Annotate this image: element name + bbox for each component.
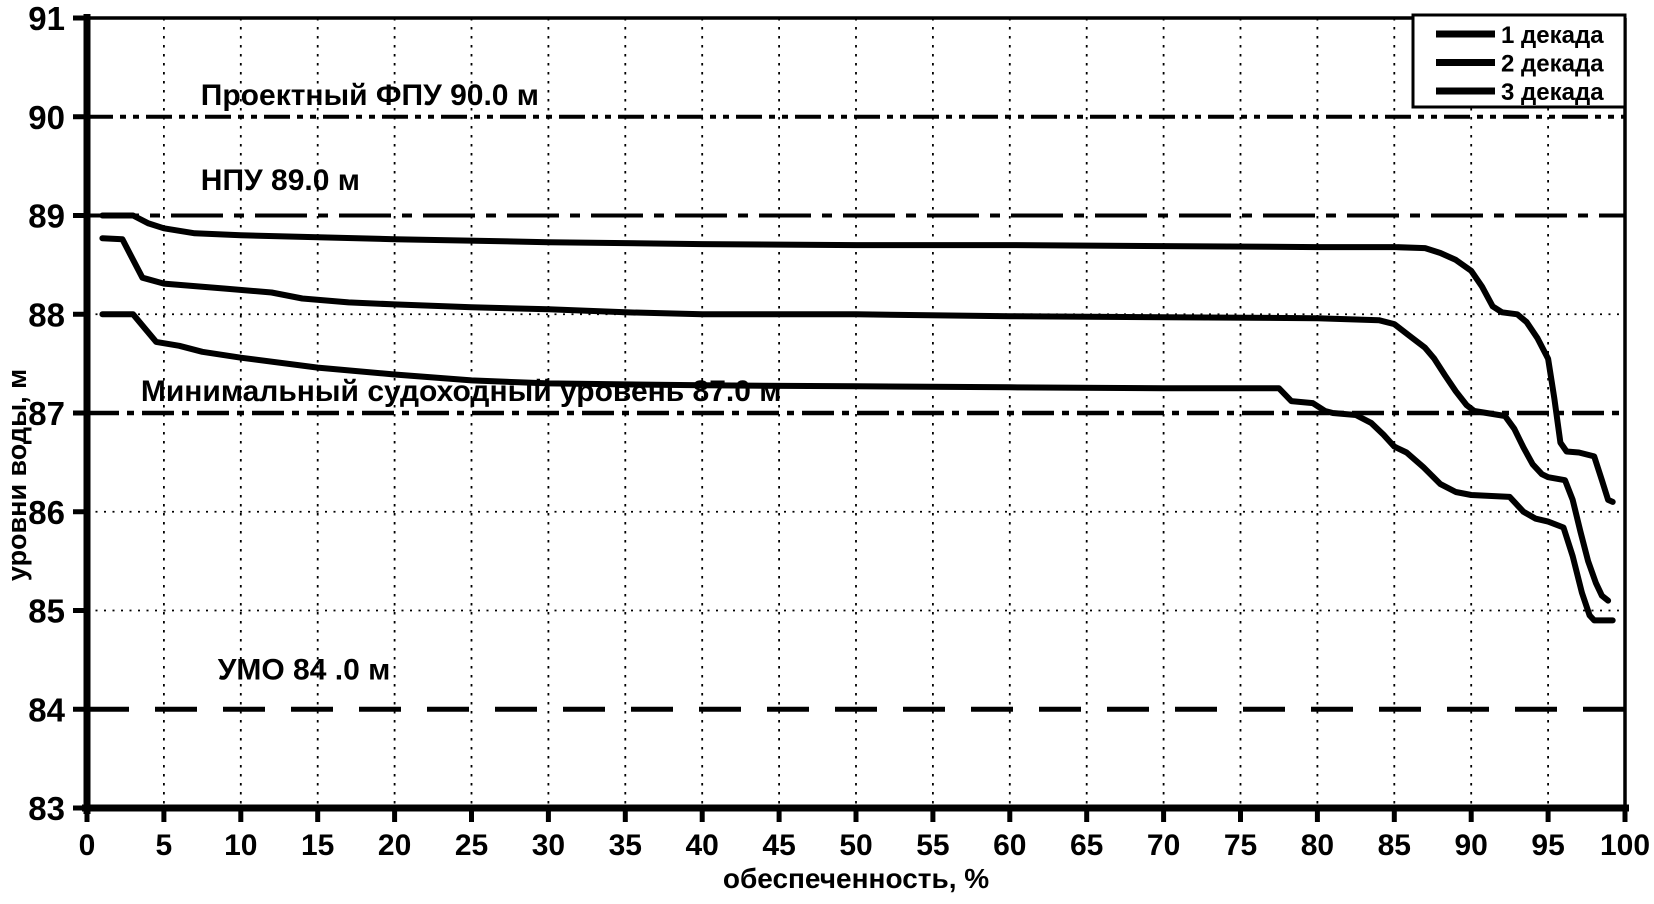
y-tick-label: 83 bbox=[28, 790, 65, 827]
x-tick-label: 60 bbox=[993, 829, 1026, 862]
x-tick-label: 85 bbox=[1378, 829, 1411, 862]
x-tick-label: 40 bbox=[686, 829, 719, 862]
x-tick-label: 5 bbox=[156, 829, 173, 862]
x-axis-title: обеспеченность, % bbox=[723, 863, 989, 894]
y-tick-label: 90 bbox=[28, 99, 65, 136]
legend-label: 2 декада bbox=[1501, 51, 1604, 78]
x-tick-label: 90 bbox=[1455, 829, 1488, 862]
x-tick-label: 50 bbox=[839, 829, 872, 862]
series-line-3 bbox=[99, 311, 1616, 624]
x-tick-label: 70 bbox=[1147, 829, 1180, 862]
x-tick-label: 100 bbox=[1600, 829, 1650, 862]
y-tick-label: 88 bbox=[28, 296, 65, 333]
x-tick-label: 30 bbox=[532, 829, 565, 862]
x-tick-label: 0 bbox=[79, 829, 96, 862]
y-tick-label: 86 bbox=[28, 494, 65, 531]
x-tick-label: 45 bbox=[762, 829, 795, 862]
y-tick-label: 85 bbox=[28, 593, 65, 630]
x-tick-label: 25 bbox=[455, 829, 488, 862]
series-line-1 bbox=[99, 212, 1616, 505]
reference-line-label: Проектный ФПУ 90.0 м bbox=[201, 79, 539, 112]
series-line-2 bbox=[99, 235, 1612, 604]
reference-line-label: НПУ 89.0 м bbox=[201, 164, 360, 197]
legend-label: 3 декада bbox=[1501, 79, 1604, 106]
x-tick-label: 55 bbox=[916, 829, 949, 862]
legend-label: 1 декада bbox=[1501, 22, 1604, 49]
x-tick-label: 80 bbox=[1301, 829, 1334, 862]
y-tick-label: 87 bbox=[28, 395, 65, 432]
x-tick-label: 15 bbox=[301, 829, 334, 862]
x-tick-label: 10 bbox=[224, 829, 257, 862]
x-tick-label: 35 bbox=[609, 829, 642, 862]
x-tick-label: 65 bbox=[1070, 829, 1103, 862]
y-tick-label: 91 bbox=[28, 0, 65, 37]
x-tick-label: 75 bbox=[1224, 829, 1257, 862]
y-axis-title: уровни воды, м bbox=[2, 369, 32, 581]
x-tick-label: 20 bbox=[378, 829, 411, 862]
reference-line-label: УМО 84 .0 м bbox=[218, 654, 391, 687]
y-tick-label: 84 bbox=[28, 691, 65, 728]
x-tick-label: 95 bbox=[1531, 829, 1564, 862]
y-tick-label: 89 bbox=[28, 198, 65, 235]
